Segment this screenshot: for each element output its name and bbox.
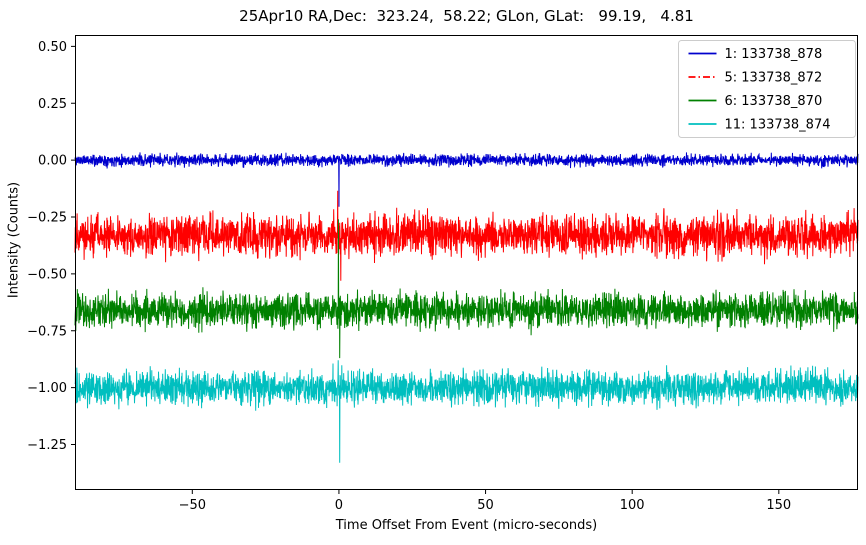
y-tick-label: −1.00: [27, 381, 67, 396]
legend-label: 1: 133738_878: [725, 47, 823, 62]
series-line-1: [74, 152, 859, 207]
series-line-2: [74, 190, 859, 281]
legend-label: 11: 133738_874: [725, 118, 831, 133]
series-line-3: [74, 219, 859, 359]
series-line-4: [74, 360, 859, 463]
x-axis-label: Time Offset From Event (micro-seconds): [335, 518, 598, 533]
legend-item: 11: 133738_874: [688, 118, 831, 133]
legend-label: 6: 133738_870: [725, 94, 823, 109]
y-tick-label: −0.75: [27, 324, 67, 339]
x-tick-label: 150: [766, 498, 791, 513]
x-tick-label: 50: [477, 498, 494, 513]
y-tick-label: −1.25: [27, 438, 67, 453]
legend-item: 5: 133738_872: [688, 71, 823, 86]
legend-item: 1: 133738_878: [688, 47, 823, 62]
legend-label: 5: 133738_872: [725, 71, 823, 86]
x-tick-label: −50: [179, 498, 206, 513]
plot-border: [75, 35, 858, 490]
x-tick-label: 0: [335, 498, 343, 513]
y-tick-label: −0.25: [27, 211, 67, 226]
legend-box: [678, 40, 856, 138]
chart-title: 25Apr10 RA,Dec: 323.24, 58.22; GLon, GLa…: [239, 7, 694, 25]
y-tick-label: −0.50: [27, 267, 67, 282]
legend-item: 6: 133738_870: [688, 94, 823, 109]
legend: 1: 133738_878 5: 133738_872 6: 133738_870 1…: [678, 40, 856, 138]
y-tick-label: 0.00: [38, 154, 67, 169]
y-tick-label: 0.50: [38, 40, 67, 55]
y-tick-label: 0.25: [38, 97, 67, 112]
x-tick-label: 100: [620, 498, 645, 513]
